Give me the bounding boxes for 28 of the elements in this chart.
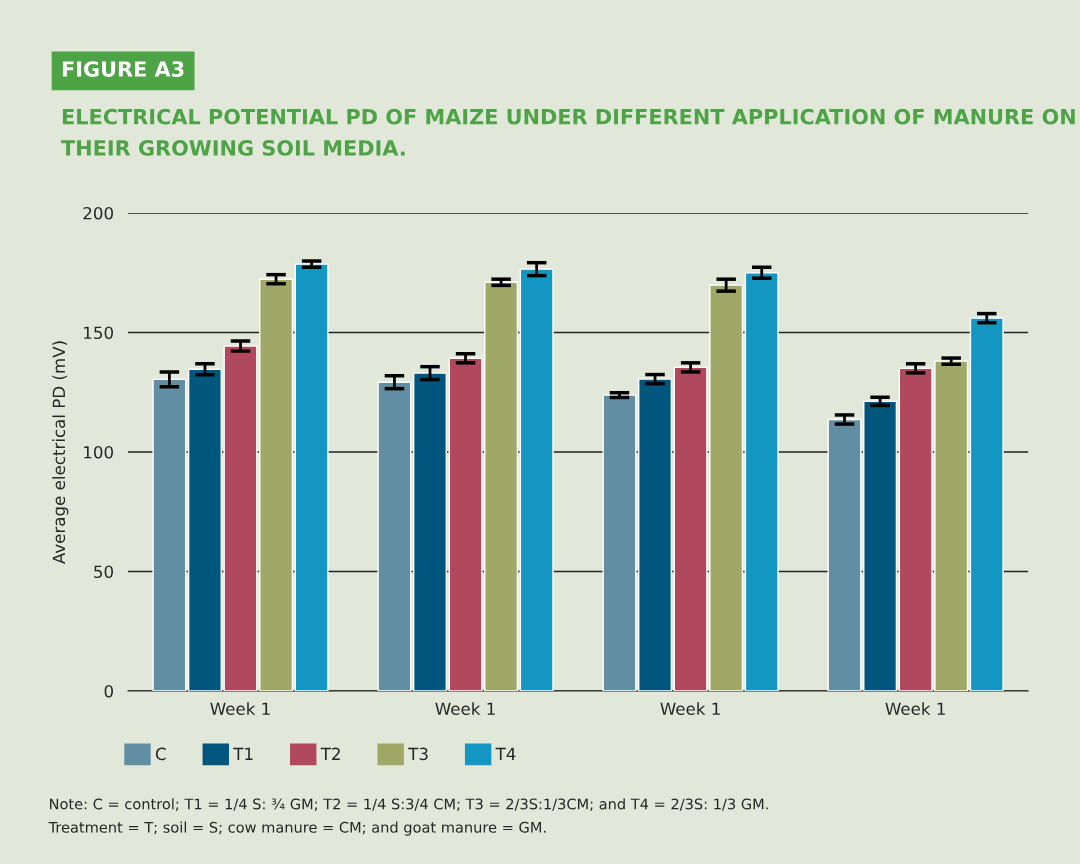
- legend-label: T1: [233, 747, 253, 760]
- y-tick-label: 100: [84, 445, 113, 459]
- bar: [969, 317, 1004, 692]
- bar: [412, 372, 448, 692]
- legend-label: T4: [495, 747, 516, 760]
- bar: [638, 378, 673, 692]
- y-tick-label: 200: [83, 206, 113, 220]
- y-tick-label: 150: [84, 326, 113, 340]
- x-tick-label: Week 1: [885, 702, 945, 716]
- x-tick-label: Week 1: [660, 702, 720, 716]
- x-tick-label: Week 1: [210, 702, 270, 716]
- bar: [294, 263, 329, 692]
- text: Note: C = control; T1 = 1/4 S: ¾ GM; T2 = 1/4 S:3/4 CM; T3 = 2/3S:1/3CM; and T4 = 2/3S: 1/3 GM.: [50, 798, 768, 811]
- chart-title: FIGURE A3: [62, 61, 184, 77]
- y-axis-title: Average electrical PD (mV): [52, 341, 69, 564]
- bar: [602, 394, 637, 692]
- bar: [519, 268, 554, 692]
- chart-subtitle: ELECTRICAL POTENTIAL PD OF MAIZE UNDER DIFFERENT APPLICATION OF MANURE ON THEIR GROWING SOIL MEDIA.: [61, 108, 1075, 156]
- legend-label: T2: [320, 747, 340, 760]
- bar: [377, 381, 412, 692]
- bar: [744, 272, 779, 692]
- bar: [152, 378, 187, 692]
- text: Treatment = T; soil = S; cow manure = CM; and goat manure = GM.: [48, 821, 546, 836]
- y-tick-label: 50: [94, 565, 113, 579]
- y-tick-label: 0: [104, 684, 113, 698]
- legend-label: C: [155, 747, 166, 761]
- legend-label: T3: [408, 747, 428, 761]
- x-tick-label: Week 1: [435, 702, 495, 716]
